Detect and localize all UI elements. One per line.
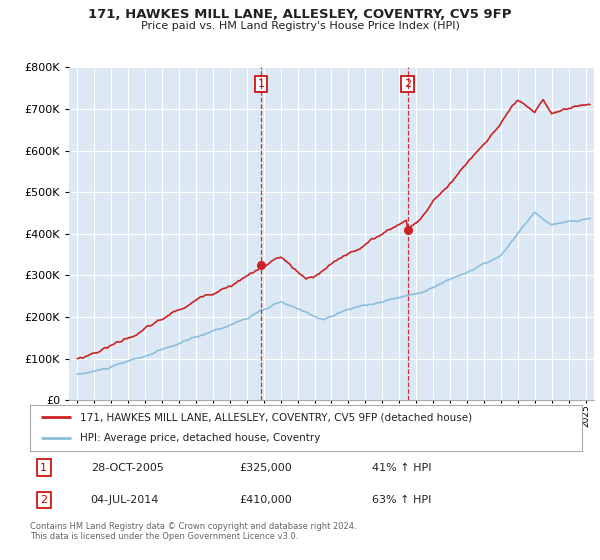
Text: Contains HM Land Registry data © Crown copyright and database right 2024.
This d: Contains HM Land Registry data © Crown c… <box>30 522 356 542</box>
Text: Price paid vs. HM Land Registry's House Price Index (HPI): Price paid vs. HM Land Registry's House … <box>140 21 460 31</box>
Text: 2: 2 <box>40 495 47 505</box>
Text: 63% ↑ HPI: 63% ↑ HPI <box>372 495 431 505</box>
Text: 1: 1 <box>40 463 47 473</box>
Text: HPI: Average price, detached house, Coventry: HPI: Average price, detached house, Cove… <box>80 433 320 444</box>
Text: 2: 2 <box>404 79 411 89</box>
Text: 1: 1 <box>257 79 265 89</box>
Text: 171, HAWKES MILL LANE, ALLESLEY, COVENTRY, CV5 9FP: 171, HAWKES MILL LANE, ALLESLEY, COVENTR… <box>88 8 512 21</box>
Text: 171, HAWKES MILL LANE, ALLESLEY, COVENTRY, CV5 9FP (detached house): 171, HAWKES MILL LANE, ALLESLEY, COVENTR… <box>80 412 472 422</box>
Text: 28-OCT-2005: 28-OCT-2005 <box>91 463 164 473</box>
Text: 04-JUL-2014: 04-JUL-2014 <box>91 495 159 505</box>
Text: £325,000: £325,000 <box>240 463 293 473</box>
Text: 41% ↑ HPI: 41% ↑ HPI <box>372 463 432 473</box>
Text: £410,000: £410,000 <box>240 495 293 505</box>
